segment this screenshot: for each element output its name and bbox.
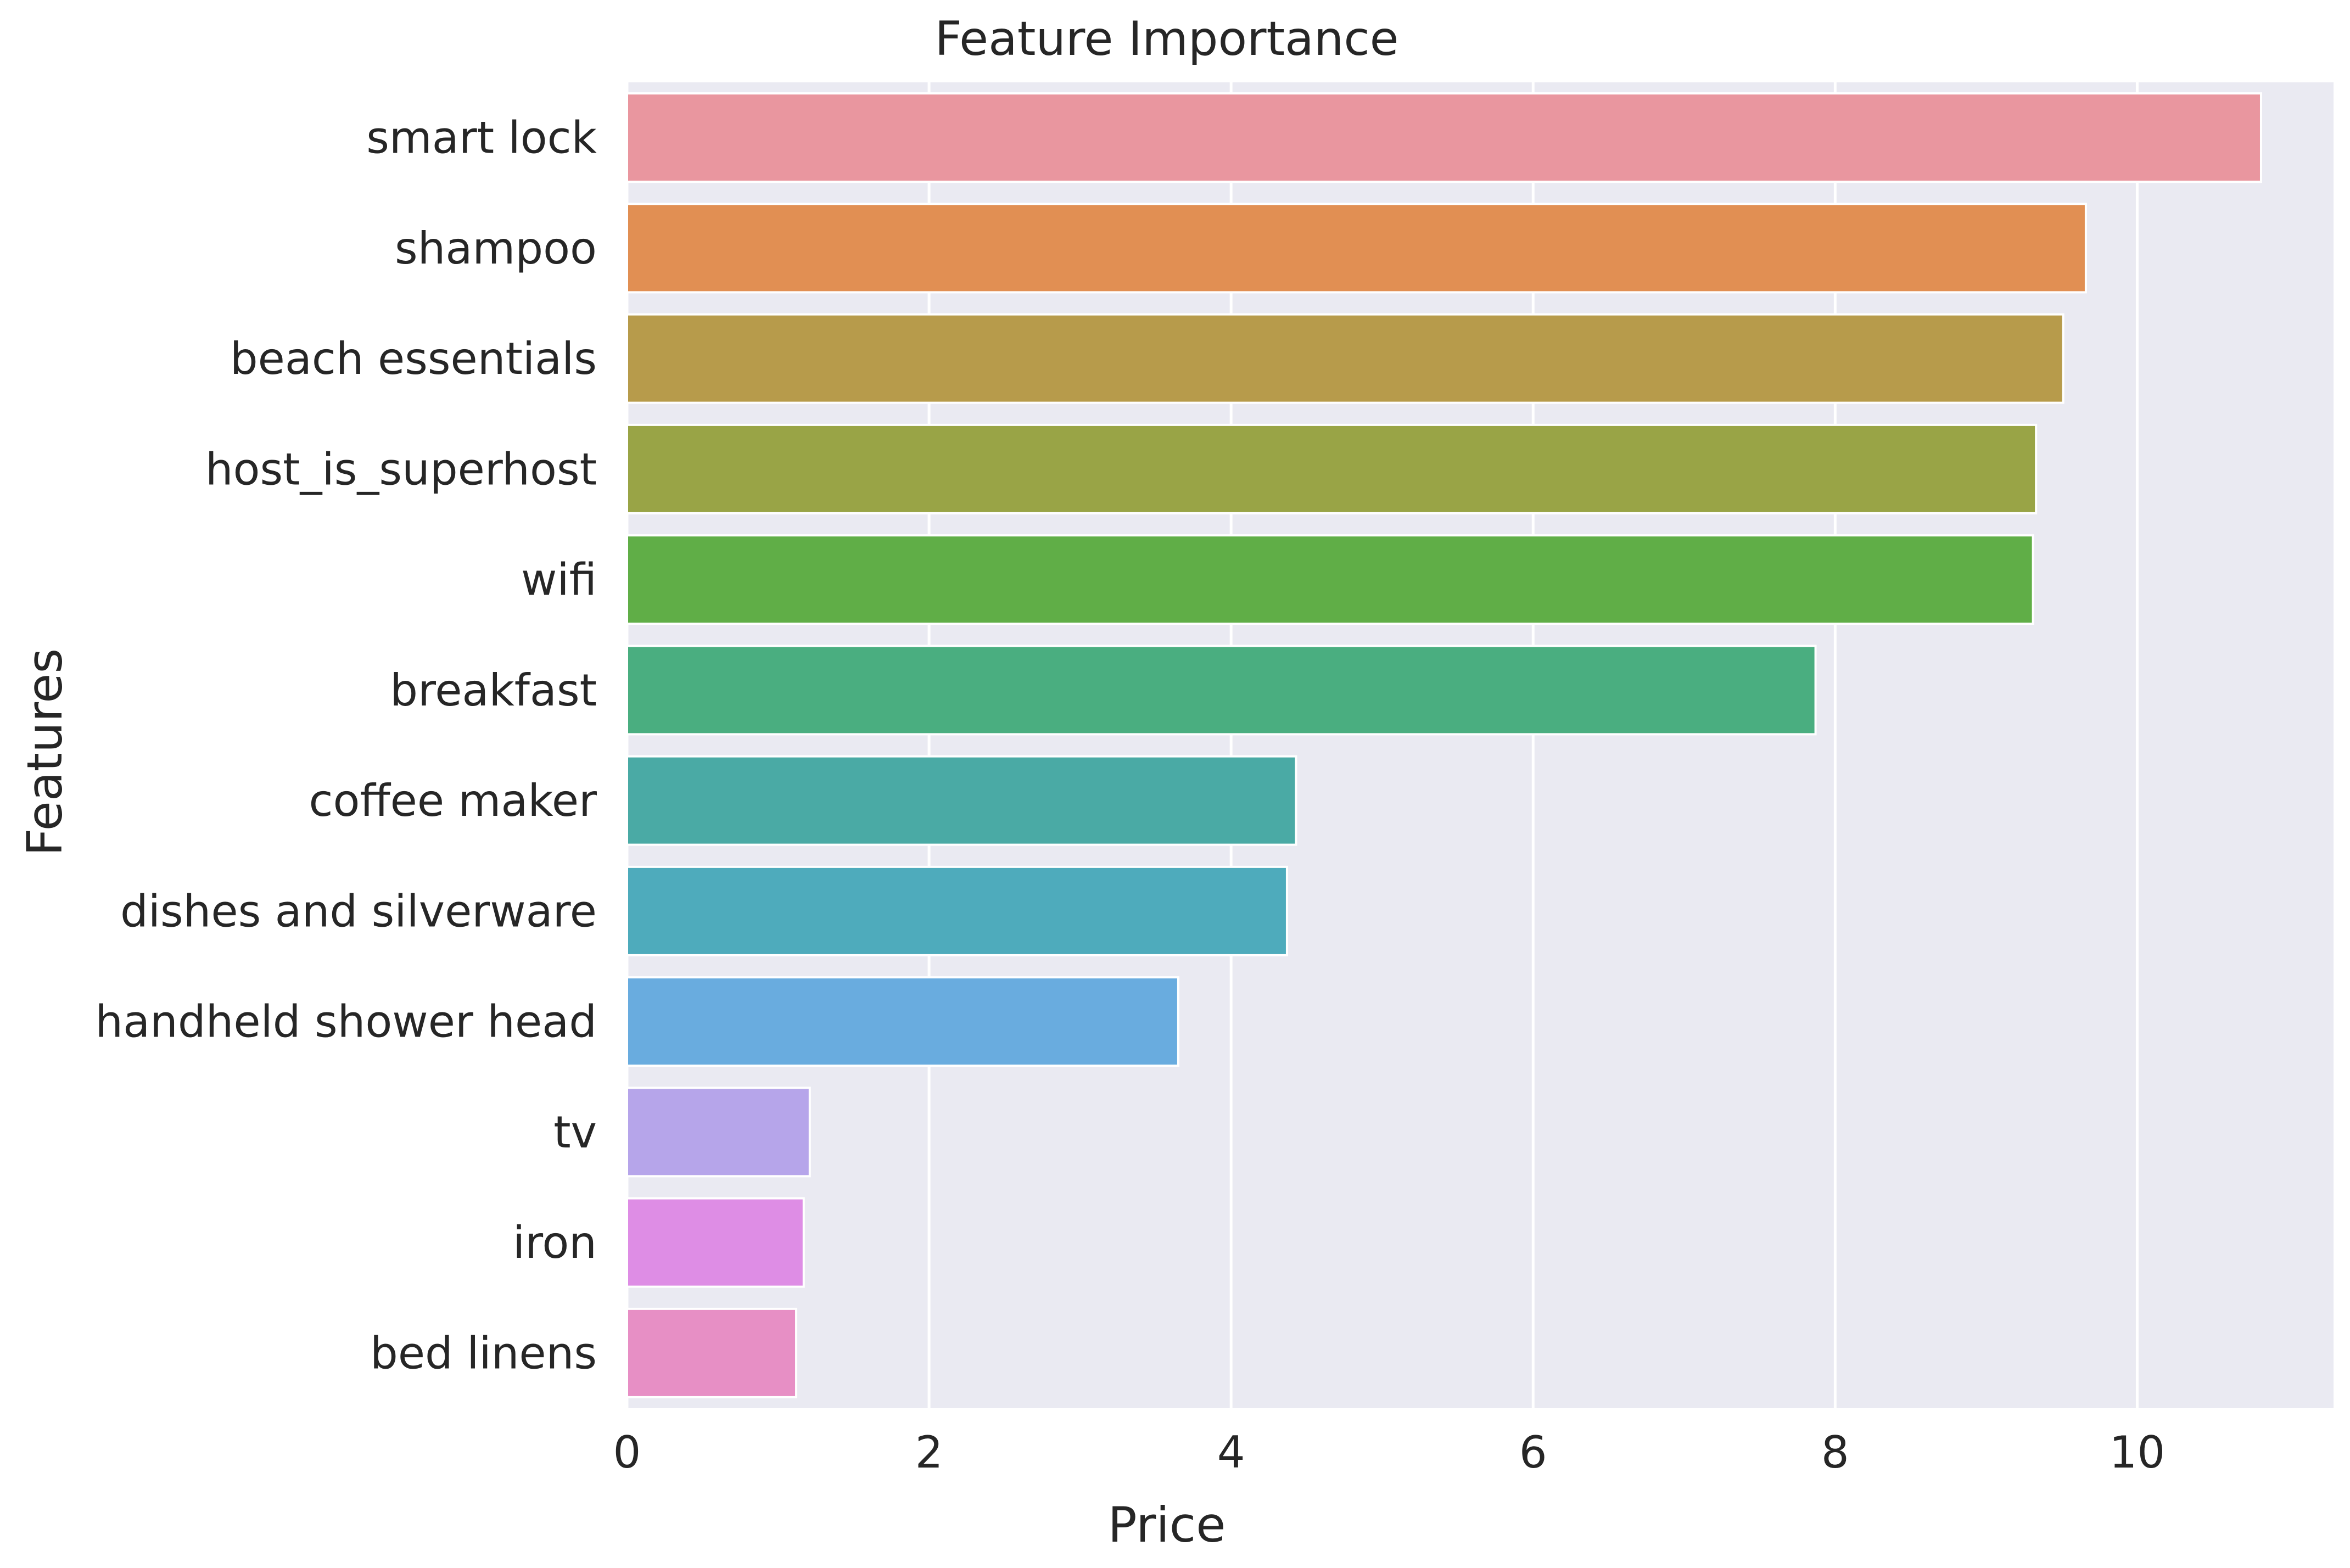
gridlines: [625, 82, 2139, 1408]
chart-title: Feature Importance: [935, 12, 1398, 66]
y-tick-label: breakfast: [390, 665, 597, 716]
bar: [626, 865, 1288, 956]
bar: [626, 1307, 798, 1398]
bar: [626, 645, 1817, 736]
x-tick-label: 10: [2110, 1427, 2166, 1478]
y-tick-label: smart lock: [366, 113, 597, 164]
x-tick-label: 8: [1821, 1427, 1849, 1478]
bar: [626, 92, 2262, 183]
y-tick-label: host_is_superhost: [205, 444, 597, 495]
bars: [626, 92, 2262, 1398]
x-tick-label: 2: [915, 1427, 943, 1478]
bar: [626, 976, 1179, 1067]
y-tick-label: bed linens: [370, 1328, 597, 1379]
x-tick-label: 4: [1217, 1427, 1245, 1478]
x-axis-label: Price: [1108, 1497, 1226, 1553]
bar: [626, 203, 2087, 294]
bar: [626, 755, 1297, 846]
bar: [626, 1087, 811, 1178]
bar: [626, 313, 2064, 404]
bar: [626, 534, 2034, 625]
y-tick-label: coffee maker: [309, 775, 597, 826]
y-tick-label: wifi: [521, 555, 597, 606]
plot-area: [627, 82, 2334, 1408]
y-tick-label: iron: [513, 1217, 597, 1268]
bar: [626, 1197, 805, 1288]
x-tick-label: 0: [613, 1427, 641, 1478]
y-axis-label: Features: [16, 648, 73, 856]
y-tick-label: dishes and silverware: [120, 886, 597, 937]
y-tick-labels: smart lock shampoo beach essentials host_is…: [95, 113, 597, 1379]
y-tick-label: handheld shower head: [95, 996, 597, 1048]
y-tick-label: beach essentials: [230, 333, 597, 384]
bar: [626, 423, 2038, 514]
y-tick-label: shampoo: [395, 223, 597, 274]
x-tick-label: 6: [1519, 1427, 1547, 1478]
x-tick-labels: 0 2 4 6 8 10: [613, 1427, 2166, 1478]
y-tick-label: tv: [553, 1107, 597, 1158]
